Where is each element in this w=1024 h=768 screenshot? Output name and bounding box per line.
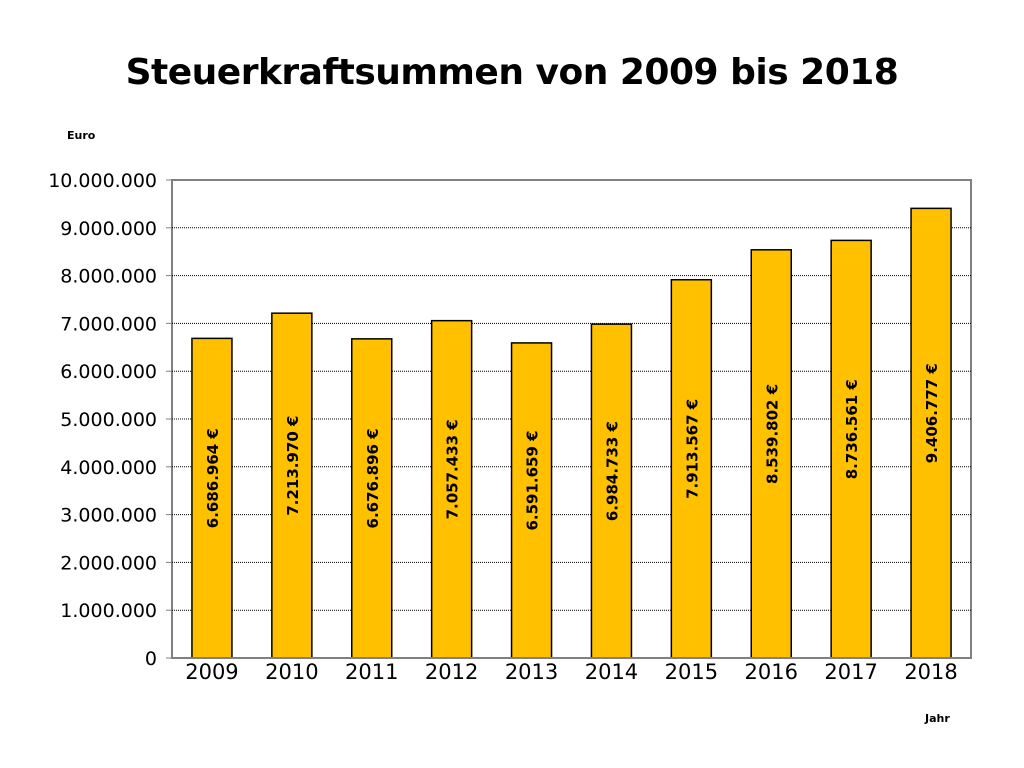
x-tick-label: 2018 (904, 660, 957, 684)
y-tick-label: 7.000.000 (60, 313, 157, 335)
bar (191, 337, 233, 659)
y-tick-label: 3.000.000 (60, 505, 157, 527)
x-tick-label: 2017 (824, 660, 877, 684)
bar (670, 278, 713, 659)
x-tick-label: 2013 (505, 660, 558, 684)
chart-title: Steuerkraftsummen von 2009 bis 2018 (125, 52, 899, 93)
data-label: 6.984.733 € (603, 421, 621, 521)
y-axis-label: Euro (67, 129, 96, 142)
y-tick-label: 8.000.000 (60, 266, 157, 288)
data-label: 6.686.964 € (204, 428, 222, 528)
bar (830, 239, 872, 659)
x-tick-label: 2009 (185, 660, 238, 684)
x-tick-label: 2014 (585, 660, 638, 684)
x-axis-label: Jahr (925, 712, 950, 725)
data-label: 6.591.659 € (524, 430, 542, 530)
y-tick-label: 2.000.000 (60, 552, 157, 574)
bar (510, 342, 553, 659)
y-tick-label: 4.000.000 (60, 457, 157, 479)
bar (590, 323, 633, 659)
data-label: 7.913.567 € (683, 399, 701, 499)
data-label: 6.676.896 € (364, 428, 382, 528)
bar (351, 338, 393, 659)
x-tick-label: 2015 (665, 660, 718, 684)
data-label: 9.406.777 € (923, 363, 941, 463)
y-tick-label: 5.000.000 (60, 409, 157, 431)
y-tick-label: 10.000.000 (48, 170, 157, 192)
x-tick-label: 2012 (425, 660, 478, 684)
y-tick-label: 0 (145, 648, 157, 670)
data-label: 8.539.802 € (763, 384, 781, 484)
x-tick-label: 2011 (345, 660, 398, 684)
data-label: 8.736.561 € (843, 379, 861, 479)
data-label: 7.213.970 € (284, 416, 302, 516)
y-tick-label: 6.000.000 (60, 361, 157, 383)
y-tick-label: 1.000.000 (60, 600, 157, 622)
y-tick-label: 9.000.000 (60, 218, 157, 240)
x-tick-label: 2010 (265, 660, 318, 684)
data-label: 7.057.433 € (444, 419, 462, 519)
x-tick-label: 2016 (745, 660, 798, 684)
